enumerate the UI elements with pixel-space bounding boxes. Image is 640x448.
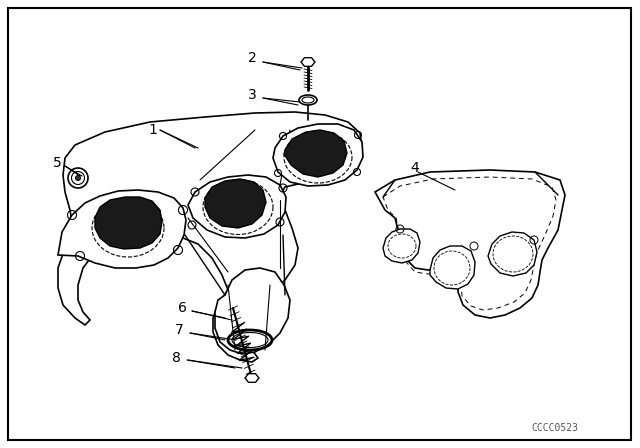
Ellipse shape bbox=[76, 176, 81, 181]
Text: 5: 5 bbox=[53, 156, 61, 170]
Text: 2: 2 bbox=[248, 51, 257, 65]
Text: 1: 1 bbox=[148, 123, 157, 137]
Polygon shape bbox=[245, 374, 259, 382]
Polygon shape bbox=[273, 124, 363, 186]
Text: CCCC0523: CCCC0523 bbox=[531, 423, 579, 433]
Ellipse shape bbox=[72, 172, 84, 185]
Polygon shape bbox=[301, 58, 315, 66]
Polygon shape bbox=[95, 197, 162, 249]
Text: 8: 8 bbox=[172, 351, 181, 365]
Text: 4: 4 bbox=[410, 161, 419, 175]
Ellipse shape bbox=[302, 97, 314, 103]
Polygon shape bbox=[215, 268, 290, 354]
Polygon shape bbox=[375, 170, 565, 318]
Polygon shape bbox=[188, 175, 286, 238]
Polygon shape bbox=[58, 112, 362, 362]
Text: 6: 6 bbox=[178, 301, 187, 315]
Text: 7: 7 bbox=[175, 323, 184, 337]
Polygon shape bbox=[430, 246, 475, 289]
Ellipse shape bbox=[299, 95, 317, 105]
Polygon shape bbox=[284, 130, 347, 177]
Polygon shape bbox=[205, 179, 266, 228]
Text: 3: 3 bbox=[248, 88, 257, 102]
Polygon shape bbox=[488, 232, 537, 276]
Polygon shape bbox=[383, 229, 420, 263]
Polygon shape bbox=[58, 190, 186, 268]
Ellipse shape bbox=[68, 168, 88, 188]
